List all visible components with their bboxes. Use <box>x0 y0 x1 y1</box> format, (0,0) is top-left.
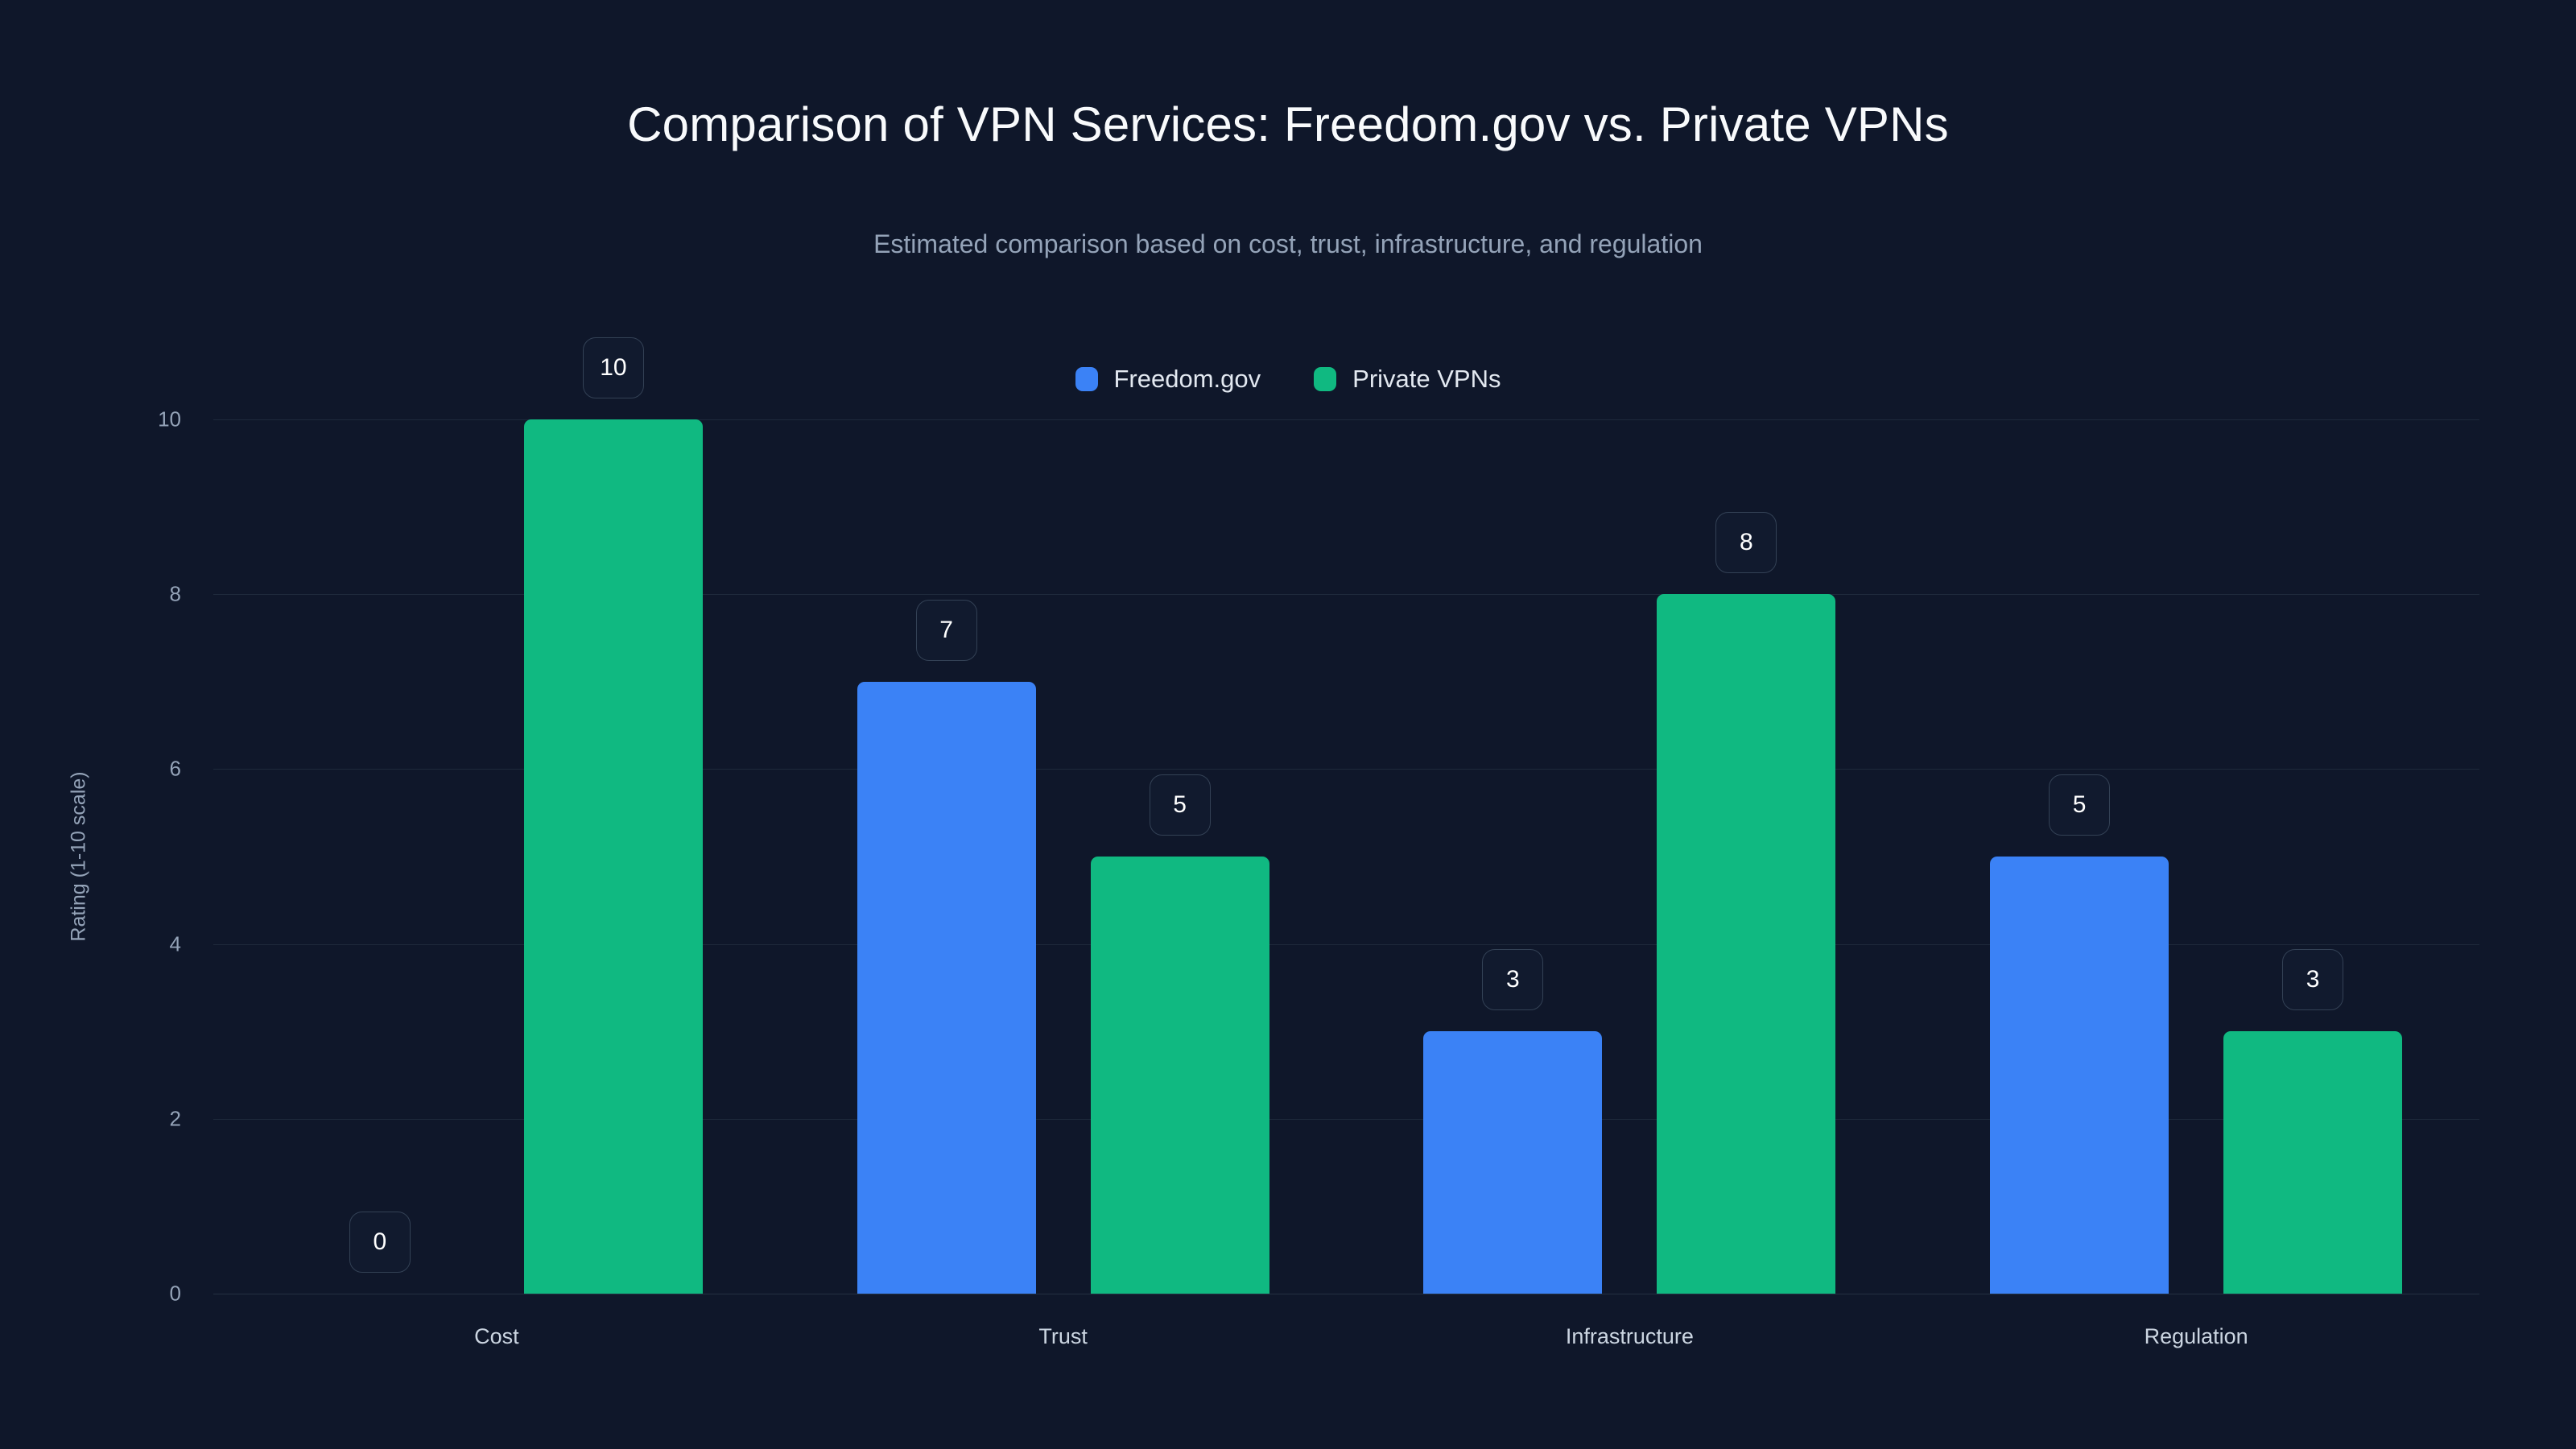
legend-label: Freedom.gov <box>1113 365 1261 393</box>
gridline-4 <box>213 943 2479 945</box>
value-badge-infrastructure-private-vpns: 8 <box>1715 512 1777 574</box>
gridline-10 <box>213 419 2479 420</box>
bar-regulation-freedom-gov[interactable] <box>1990 857 2169 1294</box>
x-tick-label-trust: Trust <box>1038 1324 1088 1348</box>
x-tick-label-infrastructure: Infrastructure <box>1565 1324 1694 1348</box>
legend-swatch-icon <box>1075 366 1098 391</box>
bar-cost-private-vpns[interactable] <box>523 419 703 1294</box>
chart-legend: Freedom.gov Private VPNs <box>0 366 2576 391</box>
bar-infrastructure-freedom-gov[interactable] <box>1423 1031 1603 1294</box>
chart-subtitle: Estimated comparison based on cost, trus… <box>873 229 1703 258</box>
y-tick-label-10: 10 <box>158 407 181 431</box>
y-tick-label-0: 0 <box>169 1281 181 1306</box>
legend-label: Private VPNs <box>1352 365 1501 393</box>
y-axis-ticks: 0 2 4 6 8 10 <box>0 407 213 1306</box>
bar-infrastructure-private-vpns[interactable] <box>1657 594 1836 1294</box>
bar-trust-freedom-gov[interactable] <box>857 681 1036 1294</box>
x-tick-label-regulation: Regulation <box>2144 1324 2248 1348</box>
value-badge-regulation-private-vpns: 3 <box>2282 949 2344 1011</box>
legend-item-freedom-gov[interactable]: Freedom.gov <box>1075 366 1261 391</box>
x-tick-label-cost: Cost <box>474 1324 519 1348</box>
bar-trust-private-vpns[interactable] <box>1090 857 1269 1294</box>
chart-title: Comparison of VPN Services: Freedom.gov … <box>627 97 1949 151</box>
bar-regulation-private-vpns[interactable] <box>2223 1031 2403 1294</box>
y-tick-label-2: 2 <box>169 1106 181 1131</box>
x-axis-ticks: Cost Trust Infrastructure Regulation <box>213 1324 2479 1356</box>
legend-item-private-vpns[interactable]: Private VPNs <box>1314 366 1501 391</box>
value-badge-trust-private-vpns: 5 <box>1149 774 1211 836</box>
gridline-8 <box>213 594 2479 596</box>
plot-area: 0 10 7 5 3 8 5 3 <box>213 337 2479 1294</box>
y-tick-label-4: 4 <box>169 931 181 956</box>
legend-swatch-icon <box>1314 366 1337 391</box>
value-badge-infrastructure-freedom-gov: 3 <box>1482 949 1544 1011</box>
y-tick-label-6: 6 <box>169 756 181 781</box>
value-badge-cost-freedom-gov: 0 <box>349 1212 411 1273</box>
value-badge-trust-freedom-gov: 7 <box>915 599 977 661</box>
y-tick-label-8: 8 <box>169 581 181 606</box>
value-badge-cost-private-vpns: 10 <box>582 337 644 398</box>
gridline-6 <box>213 769 2479 770</box>
gridline-2 <box>213 1118 2479 1120</box>
value-badge-regulation-freedom-gov: 5 <box>2049 774 2111 836</box>
